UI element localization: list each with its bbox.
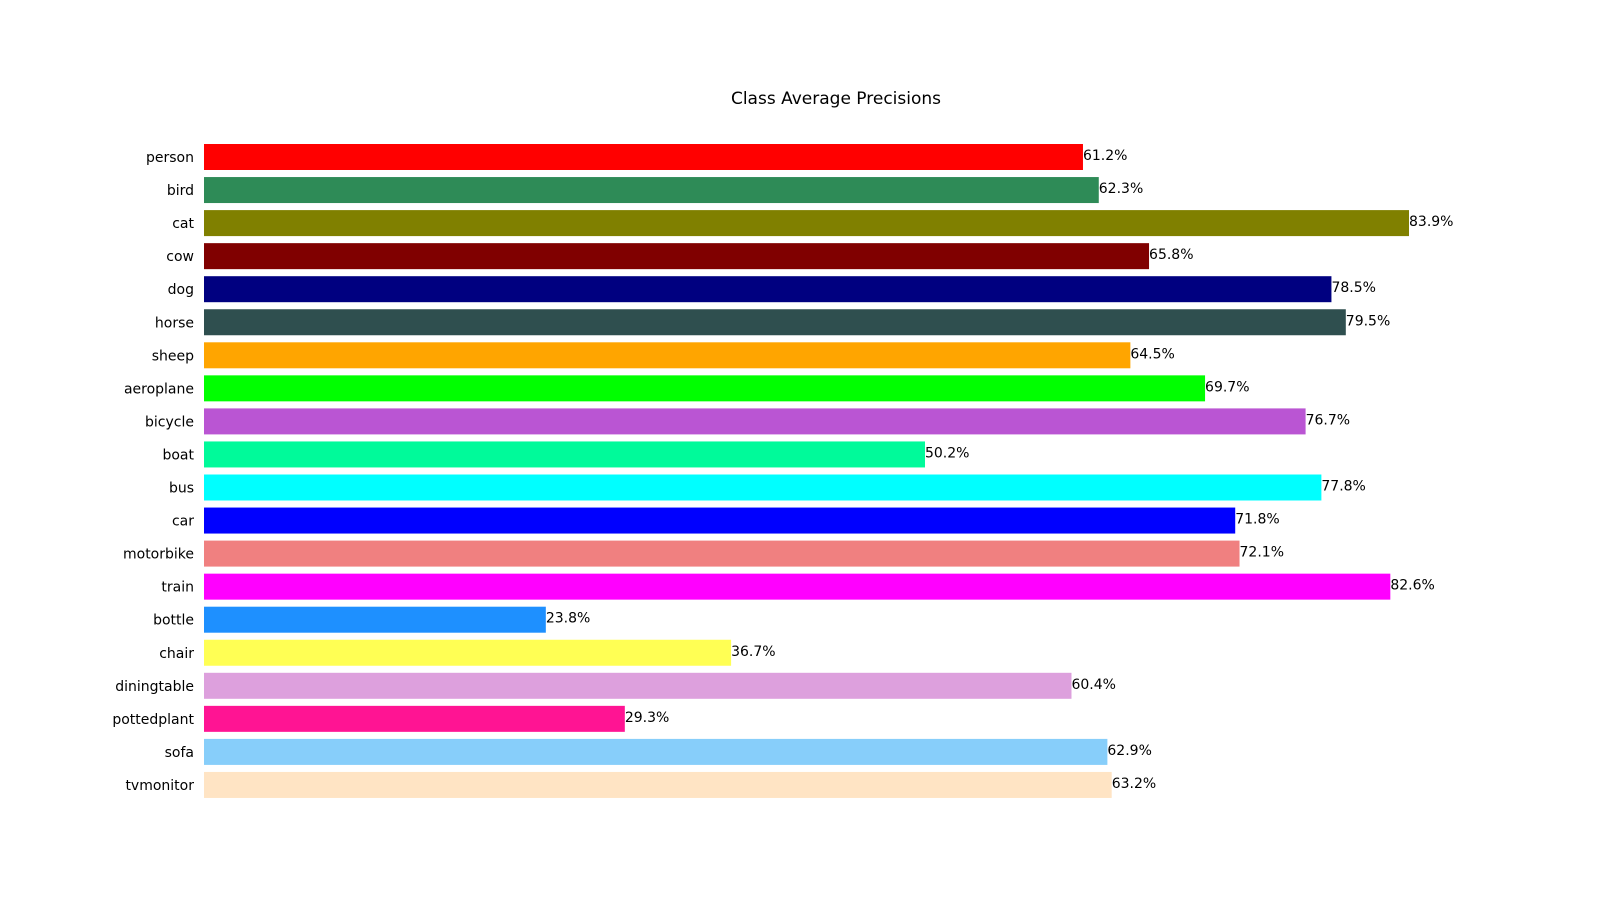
category-label-bicycle: bicycle — [145, 414, 194, 430]
value-label-diningtable: 60.4% — [1071, 677, 1115, 693]
value-label-sheep: 64.5% — [1130, 346, 1174, 362]
category-label-bottle: bottle — [153, 613, 194, 629]
bar-car — [204, 507, 1236, 534]
value-label-chair: 36.7% — [731, 644, 775, 660]
value-label-car: 71.8% — [1235, 512, 1279, 528]
value-label-pottedplant: 29.3% — [625, 710, 669, 726]
value-label-cow: 65.8% — [1149, 247, 1193, 263]
bar-motorbike — [204, 540, 1240, 567]
bar-bottle — [204, 606, 546, 633]
bar-chair — [204, 639, 732, 666]
category-label-chair: chair — [159, 646, 194, 662]
category-label-sheep: sheep — [152, 348, 194, 364]
bar-boat — [204, 441, 925, 468]
bar-cow — [204, 243, 1150, 270]
value-label-bird: 62.3% — [1099, 181, 1143, 197]
category-label-motorbike: motorbike — [123, 547, 194, 563]
value-label-sofa: 62.9% — [1107, 743, 1151, 759]
category-label-person: person — [146, 150, 194, 166]
value-label-cat: 83.9% — [1409, 214, 1453, 230]
category-label-bird: bird — [167, 183, 194, 199]
bar-bus — [204, 474, 1322, 501]
category-label-dog: dog — [168, 282, 194, 298]
category-label-diningtable: diningtable — [115, 679, 194, 695]
chart-title: Class Average Precisions — [731, 89, 941, 109]
bar-sofa — [204, 738, 1108, 765]
category-labels-group: person bird cat cow dog horse sheep aeroplane bi… — [112, 150, 194, 794]
value-label-tvmonitor: 63.2% — [1112, 776, 1156, 792]
category-label-train: train — [161, 580, 194, 596]
category-label-sofa: sofa — [165, 745, 194, 761]
value-labels-group: 61.2% 62.3% 83.9% 65.8% 78.5% 79.5% 64.5% 69.7%… — [546, 148, 1454, 792]
value-label-bottle: 23.8% — [546, 611, 590, 627]
bar-horse — [204, 309, 1346, 336]
category-label-cat: cat — [172, 216, 194, 232]
value-label-motorbike: 72.1% — [1240, 545, 1284, 561]
bar-cat — [204, 210, 1409, 237]
bar-tvmonitor — [204, 771, 1112, 798]
value-label-person: 61.2% — [1083, 148, 1127, 164]
bar-train — [204, 573, 1391, 600]
category-label-car: car — [172, 514, 194, 530]
bars-group — [204, 144, 1409, 798]
value-label-bus: 77.8% — [1321, 479, 1365, 495]
value-label-bicycle: 76.7% — [1306, 412, 1350, 428]
category-label-aeroplane: aeroplane — [124, 381, 194, 397]
bar-pottedplant — [204, 705, 625, 732]
category-label-horse: horse — [155, 315, 194, 331]
category-label-bus: bus — [169, 481, 194, 497]
bar-diningtable — [204, 672, 1072, 699]
category-label-pottedplant: pottedplant — [112, 712, 194, 728]
bar-bicycle — [204, 408, 1306, 435]
value-label-boat: 50.2% — [925, 445, 969, 461]
category-label-boat: boat — [162, 447, 194, 463]
value-label-dog: 78.5% — [1331, 280, 1375, 296]
value-label-aeroplane: 69.7% — [1205, 379, 1249, 395]
category-label-cow: cow — [166, 249, 194, 265]
bar-bird — [204, 177, 1099, 204]
value-label-train: 82.6% — [1390, 578, 1434, 594]
bar-person — [204, 144, 1083, 170]
bar-dog — [204, 276, 1332, 303]
bar-sheep — [204, 342, 1131, 369]
value-label-horse: 79.5% — [1346, 313, 1390, 329]
bar-aeroplane — [204, 375, 1206, 402]
category-label-tvmonitor: tvmonitor — [125, 778, 194, 794]
